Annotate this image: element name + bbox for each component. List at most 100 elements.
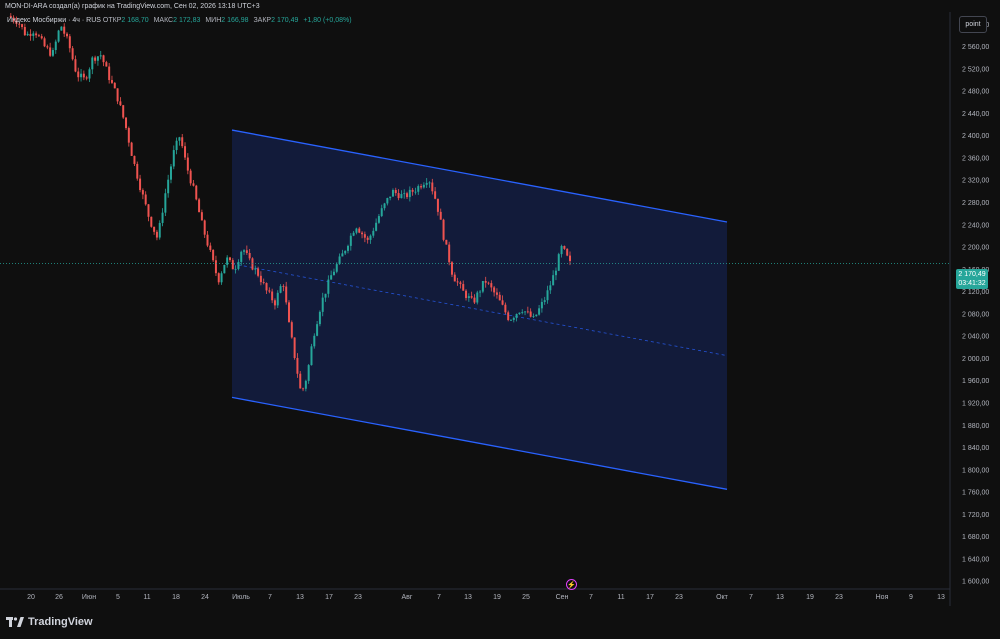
candle-body <box>57 30 60 42</box>
candle-body <box>411 189 414 192</box>
candle-body <box>557 254 560 271</box>
candle-body <box>133 155 136 164</box>
candle-body <box>450 262 453 275</box>
time-tick-label: Окт <box>716 594 729 601</box>
candle-body <box>169 166 172 180</box>
time-tick-label: 7 <box>749 594 753 601</box>
candle-body <box>361 232 364 235</box>
high-value: 2 172,83 <box>173 17 201 24</box>
candle-body <box>448 244 451 263</box>
candle-body <box>436 198 439 212</box>
time-tick-label: 17 <box>325 594 333 601</box>
candle-body <box>51 50 54 56</box>
brand-name: TradingView <box>28 616 93 628</box>
time-tick-label: 13 <box>776 594 784 601</box>
candle-body <box>110 80 113 83</box>
candle-body <box>338 256 341 265</box>
time-tick-label: 13 <box>464 594 472 601</box>
time-tick-label: Июн <box>82 594 96 601</box>
candle-body <box>108 66 111 81</box>
price-tick-label: 2 440,00 <box>962 111 989 118</box>
candle-body <box>127 128 130 143</box>
candlestick-series <box>9 13 571 392</box>
candle-body <box>18 23 21 25</box>
attribution-text: MON-DI-ARA создал(а) график на TradingVi… <box>5 3 260 10</box>
close-label: ЗАКР <box>253 17 272 24</box>
candle-body <box>122 105 125 118</box>
candle-body <box>524 311 527 313</box>
candle-body <box>99 55 102 57</box>
candle-body <box>389 196 392 199</box>
candle-body <box>484 280 487 283</box>
candle-body <box>529 311 532 317</box>
candle-body <box>493 287 496 293</box>
parallel-channel[interactable] <box>231 129 728 490</box>
candle-body <box>80 73 83 78</box>
candle-body <box>498 294 501 301</box>
candle-body <box>490 283 493 288</box>
symbol-label[interactable]: Индекс Мосбиржи · 4ч · RUS <box>7 17 101 24</box>
price-tick-label: 2 400,00 <box>962 133 989 140</box>
candle-body <box>372 230 375 236</box>
candle-body <box>105 62 108 67</box>
candle-body <box>560 245 563 255</box>
candle-body <box>234 268 237 270</box>
price-tick-label: 2 360,00 <box>962 155 989 162</box>
candle-body <box>285 286 288 303</box>
candle-body <box>434 191 437 199</box>
candle-body <box>228 257 231 261</box>
candle-body <box>509 319 512 321</box>
candle-body <box>445 239 448 245</box>
candle-body <box>189 170 192 184</box>
candle-body <box>293 337 296 358</box>
price-tick-label: 1 800,00 <box>962 467 989 474</box>
candle-body <box>532 316 535 317</box>
candle-body <box>32 33 35 36</box>
time-tick-label: 26 <box>55 594 63 601</box>
candle-body <box>273 300 276 306</box>
open-value: 2 168,70 <box>121 17 149 24</box>
candle-body <box>442 219 445 240</box>
channel-fill <box>232 130 727 490</box>
candle-body <box>318 311 321 325</box>
candle-body <box>243 250 246 252</box>
candle-body <box>54 41 57 51</box>
candle-body <box>330 275 333 280</box>
candle-body <box>428 182 431 184</box>
candle-body <box>15 20 18 24</box>
candle-body <box>279 286 282 293</box>
price-tick-label: 1 760,00 <box>962 490 989 497</box>
candle-body <box>290 322 293 338</box>
time-tick-label: Сен <box>556 594 569 601</box>
candle-body <box>535 314 538 317</box>
time-axis[interactable]: 20 26 Июн 5 11 18 24 Июль 7 13 17 23 Авг 7 13 19 25 Сен 7 1… <box>27 594 945 601</box>
candle-body <box>327 279 330 294</box>
lightning-icon[interactable]: ⚡ <box>566 579 577 590</box>
candle-body <box>316 324 319 336</box>
ohlc-legend: Индекс Мосбиржи · 4ч · RUS ОТКР2 168,70 … <box>7 17 355 24</box>
last-price-tag: 2 170,49 03:41:32 <box>956 269 988 289</box>
candle-body <box>349 235 352 246</box>
candle-body <box>425 182 428 185</box>
tradingview-logo[interactable]: TradingView <box>6 616 93 628</box>
candle-body <box>299 373 302 389</box>
candle-body <box>136 163 139 179</box>
candle-body <box>155 231 158 238</box>
scale-mode-button[interactable]: point <box>959 16 987 33</box>
time-tick-label: Ноя <box>876 594 889 601</box>
candle-body <box>181 137 184 147</box>
candle-body <box>310 346 313 366</box>
time-tick-label: 18 <box>172 594 180 601</box>
time-tick-label: 7 <box>589 594 593 601</box>
price-tick-label: 1 920,00 <box>962 400 989 407</box>
low-label: МИН <box>205 17 222 24</box>
change-value: +1,80 (+0,08%) <box>303 17 352 24</box>
candle-body <box>403 193 406 195</box>
candle-body <box>212 249 215 261</box>
candle-body <box>296 357 299 374</box>
candle-body <box>515 314 518 318</box>
candle-body <box>321 297 324 312</box>
candle-body <box>302 388 305 390</box>
candle-body <box>259 275 262 283</box>
